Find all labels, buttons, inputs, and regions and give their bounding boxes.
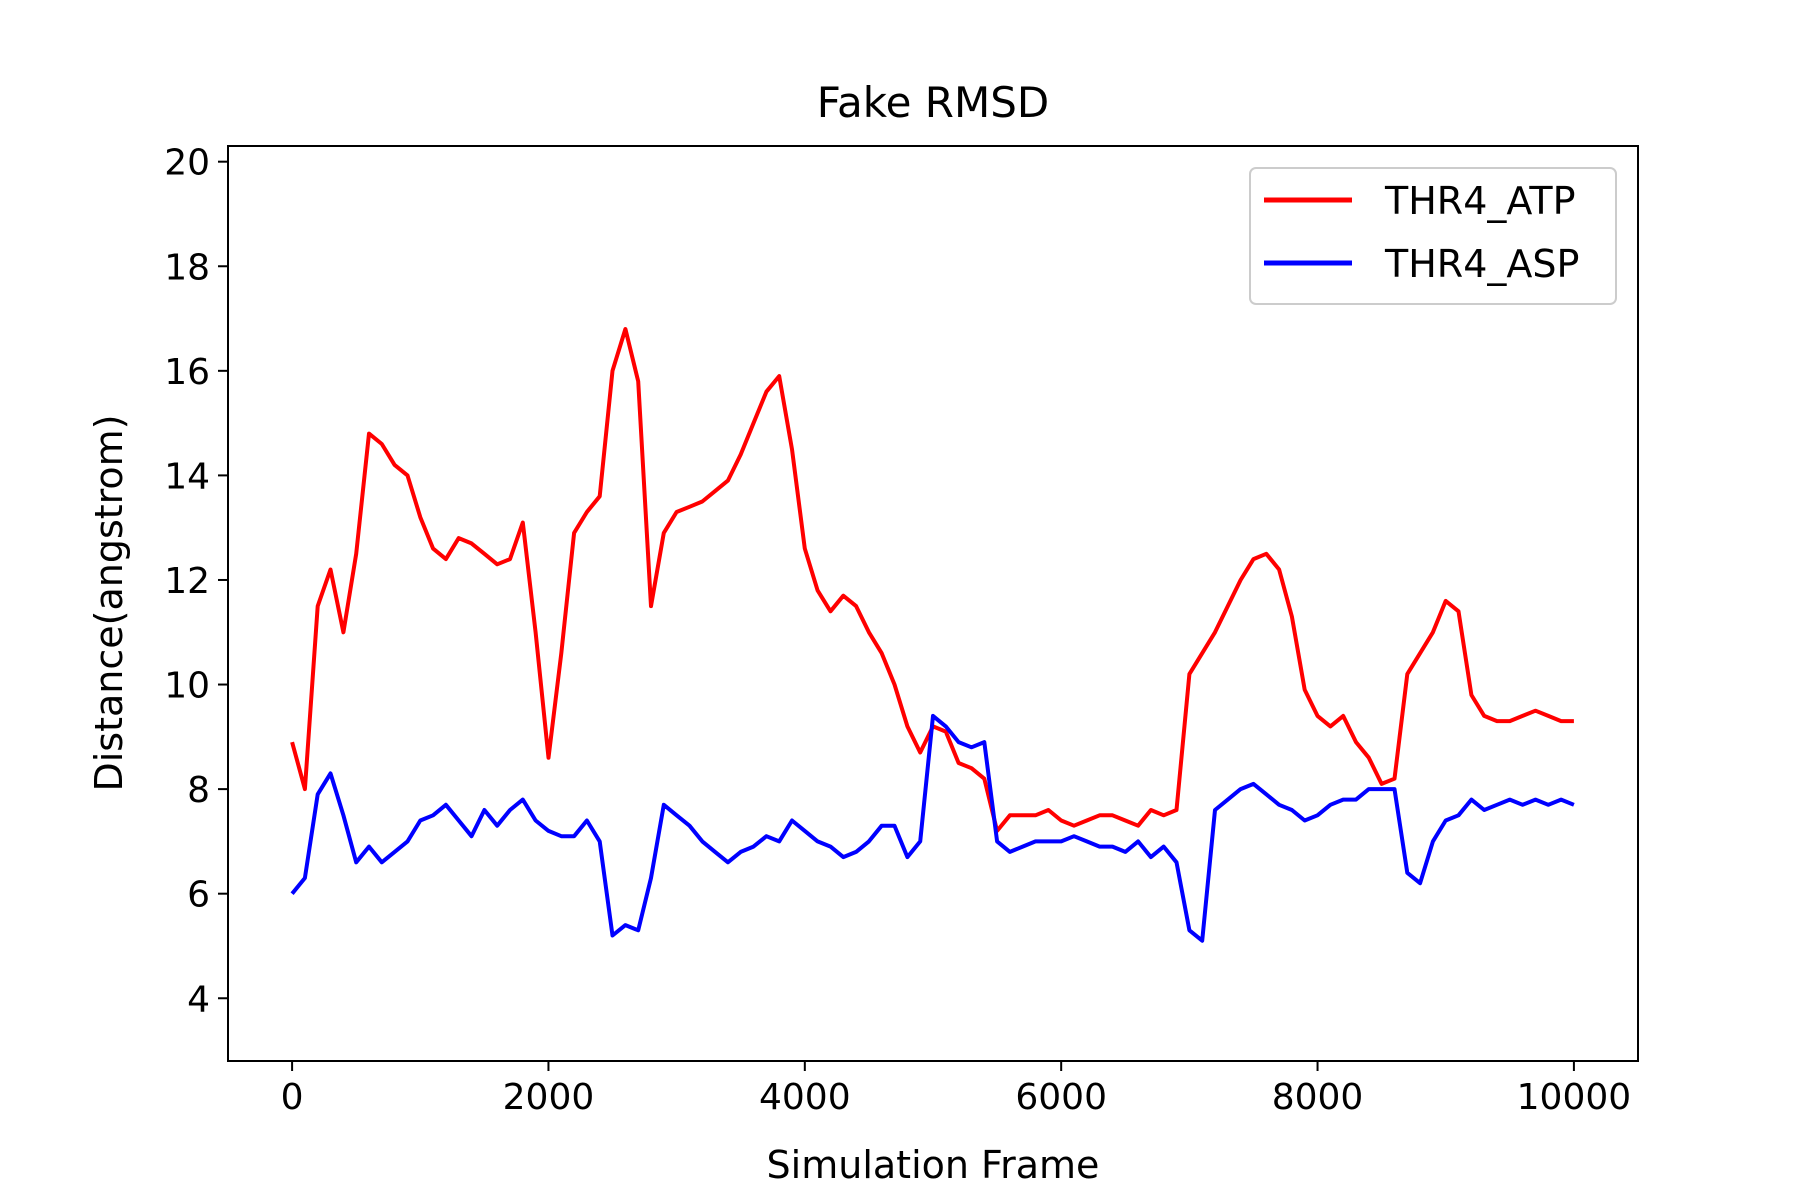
x-axis-ticks: 0 2000 4000 6000 8000 10000 bbox=[281, 1061, 1632, 1118]
x-tick-label: 0 bbox=[281, 1077, 304, 1118]
y-tick-label: 10 bbox=[164, 666, 210, 707]
y-tick-label: 6 bbox=[187, 875, 210, 916]
series-line-thr4-asp bbox=[290, 713, 1575, 943]
x-tick-label: 2000 bbox=[503, 1077, 595, 1118]
y-axis-ticks: 4 6 8 10 12 14 16 18 20 bbox=[164, 143, 228, 1020]
legend-label-thr4-asp: THR4_ASP bbox=[1384, 242, 1579, 286]
x-axis-label: Simulation Frame bbox=[767, 1143, 1100, 1187]
y-tick-label: 12 bbox=[164, 561, 210, 602]
legend: THR4_ATP THR4_ASP bbox=[1249, 167, 1617, 305]
legend-label-thr4-atp: THR4_ATP bbox=[1384, 179, 1576, 223]
plot-frame bbox=[227, 145, 1639, 1062]
y-tick-label: 20 bbox=[164, 143, 210, 184]
x-tick-label: 6000 bbox=[1015, 1077, 1107, 1118]
x-tick-label: 10000 bbox=[1517, 1077, 1632, 1118]
y-axis-label: Distance(angstrom) bbox=[87, 414, 131, 791]
x-tick-label: 4000 bbox=[759, 1077, 851, 1118]
y-tick-label: 8 bbox=[187, 770, 210, 811]
y-tick-label: 18 bbox=[164, 247, 210, 288]
y-tick-label: 4 bbox=[187, 979, 210, 1020]
plot-series-group bbox=[290, 327, 1575, 943]
x-tick-label: 8000 bbox=[1272, 1077, 1364, 1118]
y-tick-label: 16 bbox=[164, 352, 210, 393]
chart-title: Fake RMSD bbox=[817, 78, 1049, 127]
y-tick-label: 14 bbox=[164, 456, 210, 497]
